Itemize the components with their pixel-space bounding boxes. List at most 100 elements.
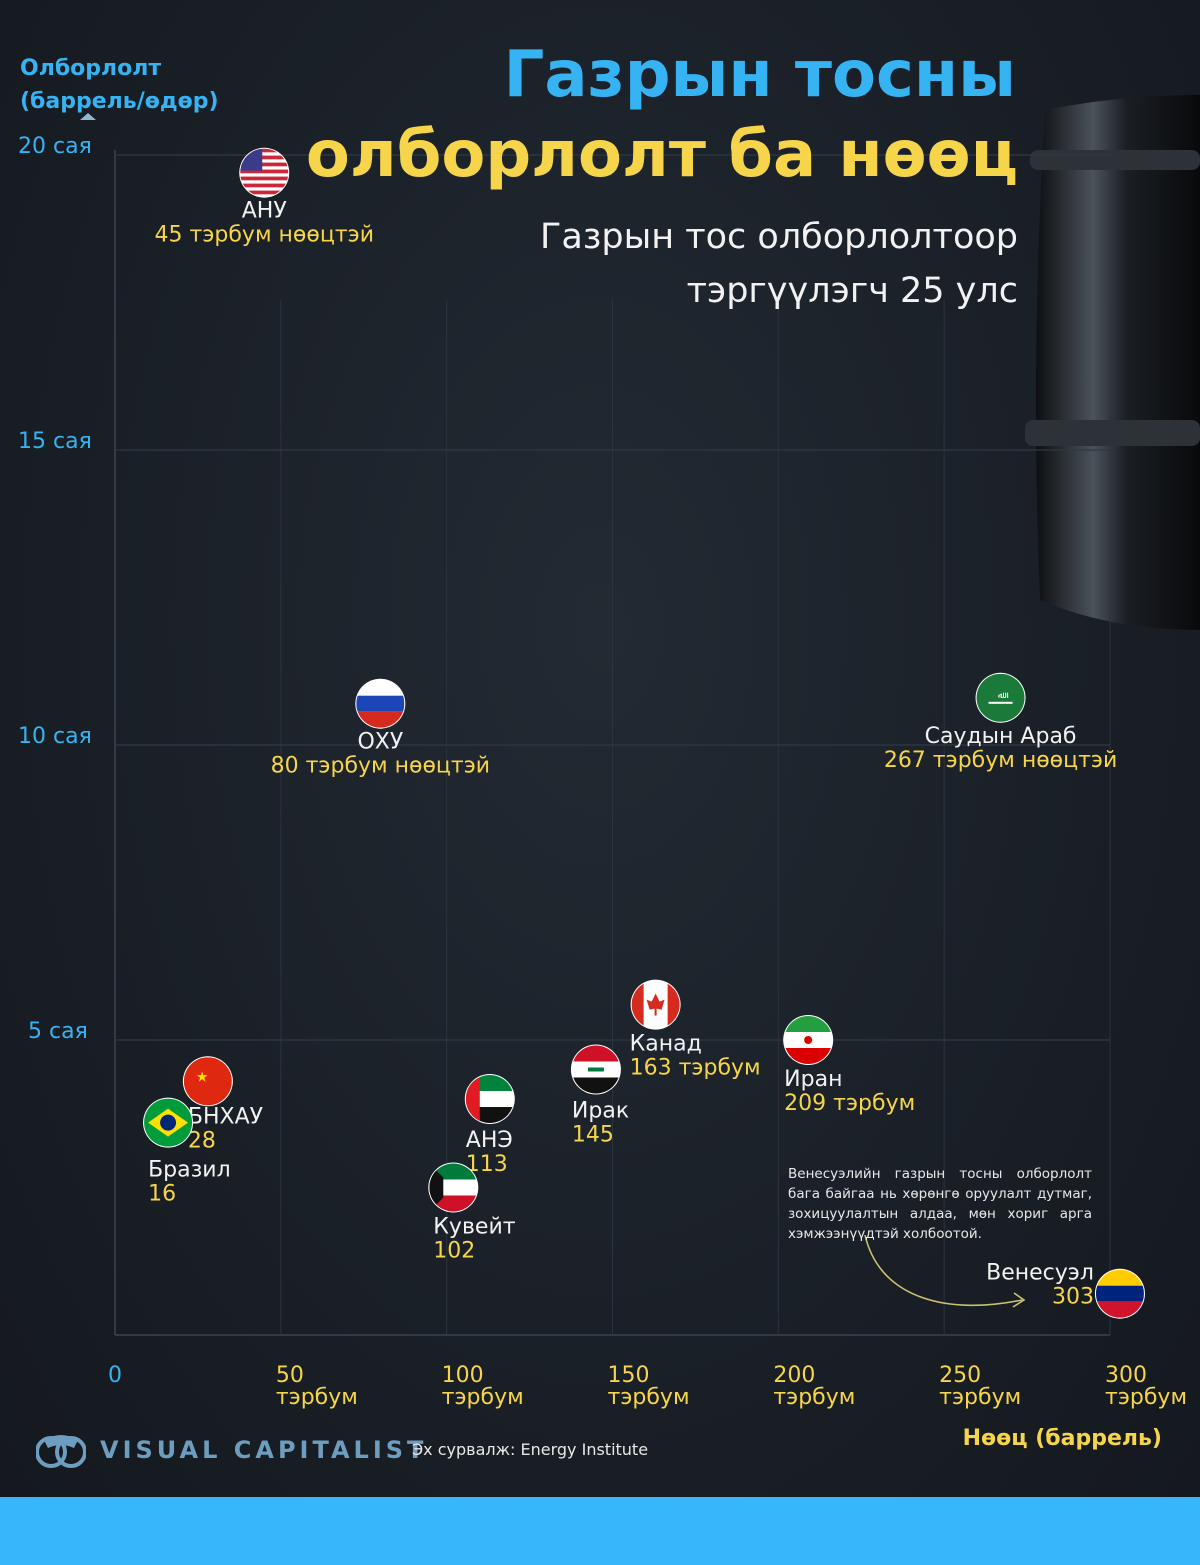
maple-leaf-icon [646,993,665,1016]
x-tick-value: 300 [1105,1363,1147,1388]
subtitle-line-1: Газрын тос олборлолтоор [539,217,1018,257]
flag-part [571,1077,620,1094]
reserves-label: 102 [433,1239,475,1264]
flag-part [1095,1285,1144,1302]
y-tick-label: 20 сая [18,134,92,159]
y-axis-label-line-1: Олборлолт [20,56,162,81]
country-label: ОХУ [357,730,403,755]
flag-part [240,176,289,181]
reserves-label: 145 [572,1123,614,1148]
y-tick-label: 15 сая [18,429,92,454]
reserves-label: 16 [148,1182,176,1207]
flag-iran [784,1016,833,1064]
flag-part [571,1045,620,1062]
flag-brazil [144,1098,193,1147]
title-line-2: олборлолт ба нөөц [305,118,1018,192]
x-tick-value: 100 [442,1363,484,1388]
binoculars-icon [36,1435,86,1468]
flag-part [240,155,289,160]
flag-part [240,183,289,188]
x-tick-value: 0 [108,1363,122,1388]
annotation-arrowhead [1012,1292,1026,1308]
x-tick-value: 250 [939,1363,981,1388]
flag-part [240,148,289,153]
flag-part [356,711,405,728]
country-label: АНУ [242,199,288,224]
x-tick-unit: тэрбум [276,1385,358,1410]
flag-usa [240,148,289,195]
y-tick-label: 5 сая [28,1019,88,1044]
country-label: Саудын Араб [925,724,1077,749]
flag-part [183,1057,232,1106]
oil-barrel-illustration [1025,95,1200,630]
flag-china: ★ [183,1057,232,1106]
flag-part [1095,1301,1144,1318]
flag-venezuela [1095,1269,1144,1318]
y-axis-label-line-2: (баррель/өдөр) [20,89,219,114]
country-label: Ирак [572,1099,629,1124]
x-tick-label: 200 тэрбум [773,1363,855,1410]
x-tick-label: 100 тэрбум [442,1363,524,1410]
flag-part [1095,1269,1144,1286]
x-tick-unit: тэрбум [442,1385,524,1410]
reserves-label: 28 [188,1128,216,1153]
flag-canada [631,980,680,1029]
reserves-label: 45 тэрбум нөөцтэй [155,223,374,248]
x-tick-unit: тэрбум [1105,1385,1187,1410]
visual-capitalist-logo: VISUAL CAPITALIST [36,1430,427,1470]
flag-saudi: ﷲ [976,673,1025,722]
annotation-arrow [864,1234,1023,1307]
flag-part [160,1114,177,1131]
reserves-label: 209 тэрбум [784,1091,915,1116]
flag-part [587,1067,604,1072]
y-tick-label: 10 сая [18,724,92,749]
x-tick-label: 0 [108,1363,122,1388]
country-label: Бразил [148,1158,231,1183]
flag-part [784,1048,833,1064]
country-label: Канад [630,1032,702,1057]
x-tick-label: 50 тэрбум [276,1363,358,1410]
flag-part [804,1036,813,1044]
flag-part [356,679,405,696]
country-label: БНХАУ [188,1104,264,1129]
flag-part [784,1016,833,1032]
reserves-label: 303 [1052,1285,1094,1310]
flag-russia [356,679,405,728]
country-label: АНЭ [466,1128,513,1153]
x-tick-label: 150 тэрбум [608,1363,690,1410]
reserves-label: 267 тэрбум нөөцтэй [884,748,1117,773]
flag-part [356,695,405,712]
title-line-1: Газрын тосны [503,38,1016,112]
flag-iraq [571,1045,620,1094]
flag-part [240,169,289,174]
logo-text: VISUAL CAPITALIST [100,1436,428,1464]
country-label: Иран [784,1067,842,1092]
x-tick-label: 250 тэрбум [939,1363,1021,1410]
y-axis-arrow-icon [80,113,96,120]
flag-part [240,162,289,167]
subtitle-line-2: тэргүүлэгч 25 улс [686,271,1018,311]
flag-part [465,1075,480,1123]
x-tick-value: 150 [608,1363,650,1388]
subtitle: Газрын тос олборлолтоор тэргүүлэгч 25 ул… [458,210,1018,318]
flag-part [988,701,1013,704]
reserves-label: 80 тэрбум нөөцтэй [271,754,490,779]
country-label: Венесуэл [986,1261,1094,1286]
x-tick-unit: тэрбум [939,1385,1021,1410]
venezuela-annotation: Венесуэлийн газрын тосны олборлолт бага … [788,1166,1092,1242]
x-tick-label: 300 тэрбум [1105,1363,1187,1410]
reserves-label: 163 тэрбум [630,1056,761,1081]
x-tick-value: 200 [773,1363,815,1388]
